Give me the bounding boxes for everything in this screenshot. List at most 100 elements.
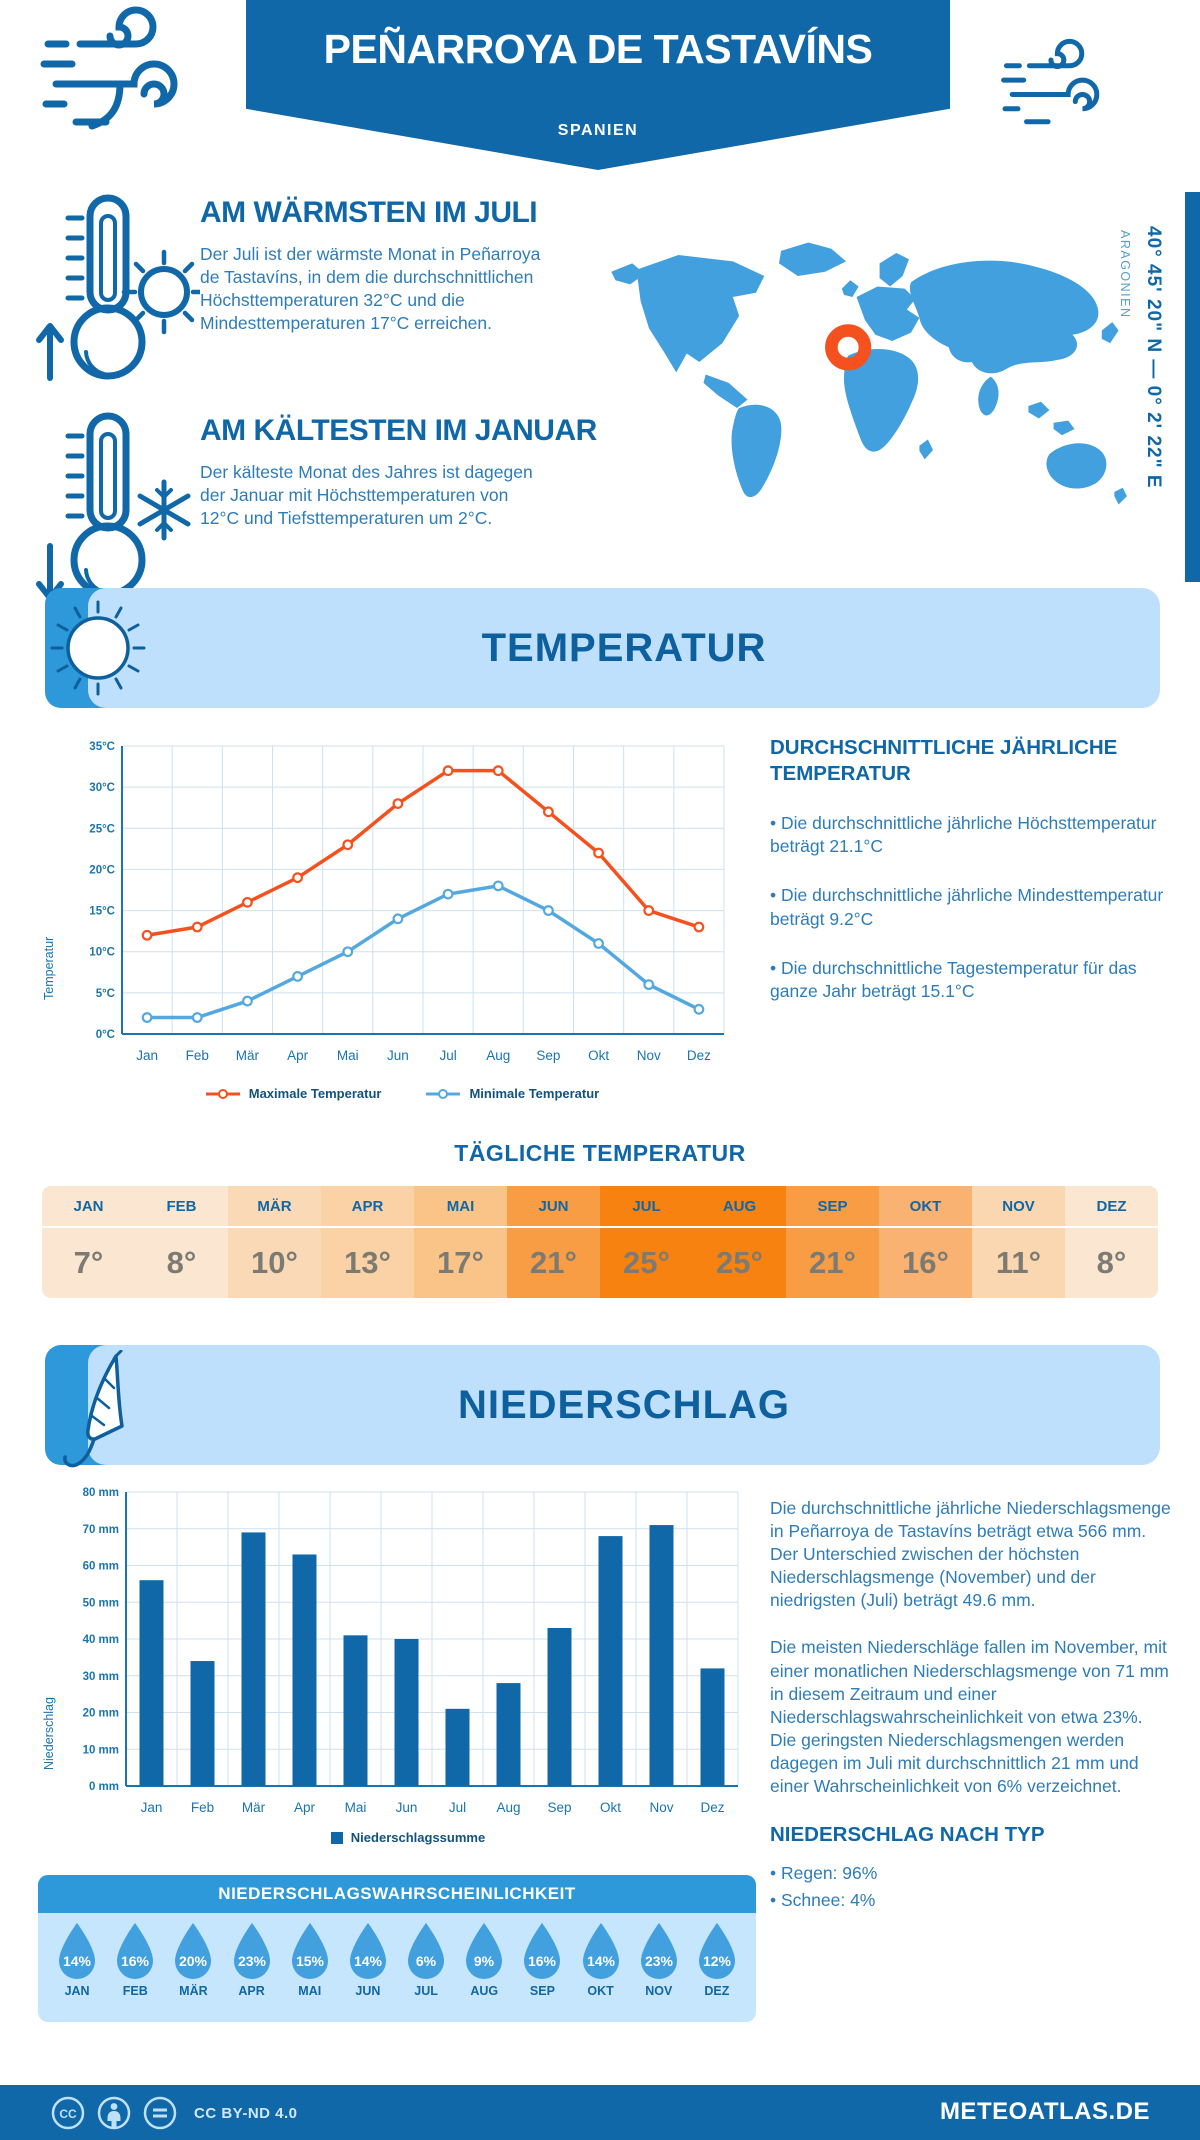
svg-text:Apr: Apr: [287, 1048, 309, 1063]
probability-month-label: APR: [238, 1984, 265, 1998]
temperature-line-chart: 0°C 5°C 10°C 15°C 20°C 25°C 30°C 35°C Jan Feb Mär A…: [89, 741, 725, 1063]
daily-month-header: JUL: [600, 1186, 693, 1228]
daily-temperature-value: 8°: [1065, 1228, 1158, 1298]
daily-temperature-value: 16°: [879, 1228, 972, 1298]
cc-icon: CC: [51, 2096, 85, 2130]
probability-droplet: 23% APR: [223, 1921, 281, 1998]
sun-icon: [50, 600, 146, 696]
daily-temperature-value: 7°: [42, 1228, 135, 1298]
droplet-icon: 14%: [582, 1923, 619, 1979]
svg-text:0°C: 0°C: [96, 1029, 115, 1041]
location-ring-icon: [825, 324, 872, 371]
svg-text:14%: 14%: [354, 1953, 383, 1969]
droplet-icon: 12%: [698, 1923, 735, 1979]
droplet-icon: 14%: [59, 1923, 96, 1979]
wind-icon: [1001, 38, 1100, 125]
svg-text:Feb: Feb: [186, 1048, 209, 1063]
svg-text:23%: 23%: [238, 1953, 267, 1969]
probability-month-label: NOV: [645, 1984, 673, 1998]
daily-month-header: OKT: [879, 1186, 972, 1228]
daily-temperature-value: 11°: [972, 1228, 1065, 1298]
cold-text: Der kälteste Monat des Jahres ist dagege…: [200, 462, 533, 529]
daily-temperature-table: JAN FEB MÄR APR MAI JUN JUL AUG SEP OKT NOV DEZ 7° 8°…: [42, 1186, 1158, 1298]
svg-text:Nov: Nov: [649, 1800, 673, 1815]
svg-text:20%: 20%: [179, 1953, 208, 1969]
daily-temperature-value: 21°: [507, 1228, 600, 1298]
probability-droplet: 20% MÄR: [164, 1921, 222, 1998]
legend-item: Niederschlagssumme: [330, 1830, 485, 1845]
daily-month-header: APR: [321, 1186, 414, 1228]
probability-droplet: 16% SEP: [513, 1921, 571, 1998]
temperature-stat-day: • Die durchschnittliche Tagestemperatur …: [770, 957, 1137, 1001]
svg-text:Mär: Mär: [236, 1048, 260, 1063]
precipitation-type-rain: • Regen: 96%: [770, 1862, 878, 1883]
svg-text:30 mm: 30 mm: [83, 1671, 119, 1683]
svg-text:Apr: Apr: [294, 1800, 316, 1815]
svg-text:Sep: Sep: [536, 1048, 560, 1063]
svg-text:15°C: 15°C: [89, 906, 115, 918]
legend-item: Minimale Temperatur: [425, 1086, 599, 1101]
svg-text:70 mm: 70 mm: [83, 1524, 119, 1536]
svg-text:14%: 14%: [587, 1953, 616, 1969]
probability-month-label: SEP: [529, 1984, 555, 1998]
svg-text:50 mm: 50 mm: [83, 1597, 119, 1609]
right-edge-strip: [1185, 192, 1200, 582]
daily-month-header: JUN: [507, 1186, 600, 1228]
svg-text:6%: 6%: [416, 1953, 437, 1969]
droplet-icon: 23%: [233, 1923, 270, 1979]
svg-text:Mär: Mär: [242, 1800, 266, 1815]
svg-text:Mai: Mai: [337, 1048, 359, 1063]
precipitation-banner: NIEDERSCHLAG: [88, 1345, 1160, 1465]
probability-droplet: 14% JUN: [339, 1921, 397, 1998]
svg-text:35°C: 35°C: [89, 741, 115, 753]
warm-text: Der Juli ist der wärmste Monat in Peñarr…: [200, 244, 541, 334]
droplet-icon: 6%: [408, 1923, 445, 1979]
temperature-stat-max: • Die durchschnittliche jährliche Höchst…: [770, 813, 1157, 857]
probability-droplet: 14% JAN: [48, 1921, 106, 1998]
svg-text:23%: 23%: [645, 1953, 674, 1969]
precipitation-type-heading: NIEDERSCHLAG NACH TYP: [770, 1823, 1045, 1847]
svg-text:Aug: Aug: [486, 1048, 510, 1063]
probability-month-label: JUN: [355, 1984, 381, 1998]
daily-temperature-title: TÄGLICHE TEMPERATUR: [454, 1140, 746, 1166]
svg-text:10 mm: 10 mm: [83, 1744, 119, 1756]
temperature-stats-heading: DURCHSCHNITTLICHE JÄHRLICHE TEMPERATUR: [770, 736, 1118, 785]
temperature-stats: DURCHSCHNITTLICHE JÄHRLICHE TEMPERATUR •…: [770, 735, 1170, 1003]
probability-title: NIEDERSCHLAGSWAHRSCHEINLICHKEIT: [38, 1875, 756, 1913]
cc-attribution-icon: [97, 2096, 131, 2130]
precip-chart-ylabel: Niederschlag: [42, 1697, 56, 1770]
droplet-icon: 16%: [117, 1923, 154, 1979]
license-label: CC BY-ND 4.0: [194, 2104, 298, 2122]
probability-month-label: JAN: [64, 1984, 90, 1998]
svg-text:Dez: Dez: [687, 1048, 711, 1063]
coordinates-label: 40° 45' 20" N — 0° 2' 22" E: [1143, 226, 1164, 489]
temp-chart-ylabel: Temperatur: [42, 936, 56, 1000]
droplet-icon: 23%: [640, 1923, 677, 1979]
droplet-icon: 9%: [466, 1923, 503, 1979]
svg-text:Jun: Jun: [387, 1048, 409, 1063]
droplet-icon: 20%: [175, 1923, 212, 1979]
droplet-icon: 14%: [349, 1923, 386, 1979]
probability-month-label: JUL: [414, 1984, 438, 1998]
daily-temperature-value: 13°: [321, 1228, 414, 1298]
daily-temperature-value: 8°: [135, 1228, 228, 1298]
svg-text:9%: 9%: [474, 1953, 495, 1969]
svg-text:40 mm: 40 mm: [83, 1634, 119, 1646]
probability-month-label: AUG: [470, 1984, 499, 1998]
daily-temperature-value: 17°: [414, 1228, 507, 1298]
svg-text:16%: 16%: [121, 1953, 150, 1969]
temperature-legend: Maximale Temperatur Minimale Temperatur: [72, 1086, 732, 1101]
precipitation-type-snow: • Schnee: 4%: [770, 1889, 876, 1910]
daily-temperature-value: 25°: [600, 1228, 693, 1298]
precipitation-paragraph-1: Die durchschnittliche jährliche Niedersc…: [770, 1498, 1171, 1611]
daily-month-header: SEP: [786, 1186, 879, 1228]
svg-text:16%: 16%: [528, 1953, 557, 1969]
daily-temperature-value: 10°: [228, 1228, 321, 1298]
svg-text:Dez: Dez: [700, 1800, 724, 1815]
probability-month-label: FEB: [122, 1984, 148, 1998]
wind-icon: [40, 6, 178, 130]
droplet-icon: 16%: [524, 1923, 561, 1979]
probability-droplet: 14% OKT: [572, 1921, 630, 1998]
page-title: PEÑARROYA DE TASTAVÍNS: [323, 26, 873, 72]
svg-text:20 mm: 20 mm: [83, 1708, 119, 1720]
